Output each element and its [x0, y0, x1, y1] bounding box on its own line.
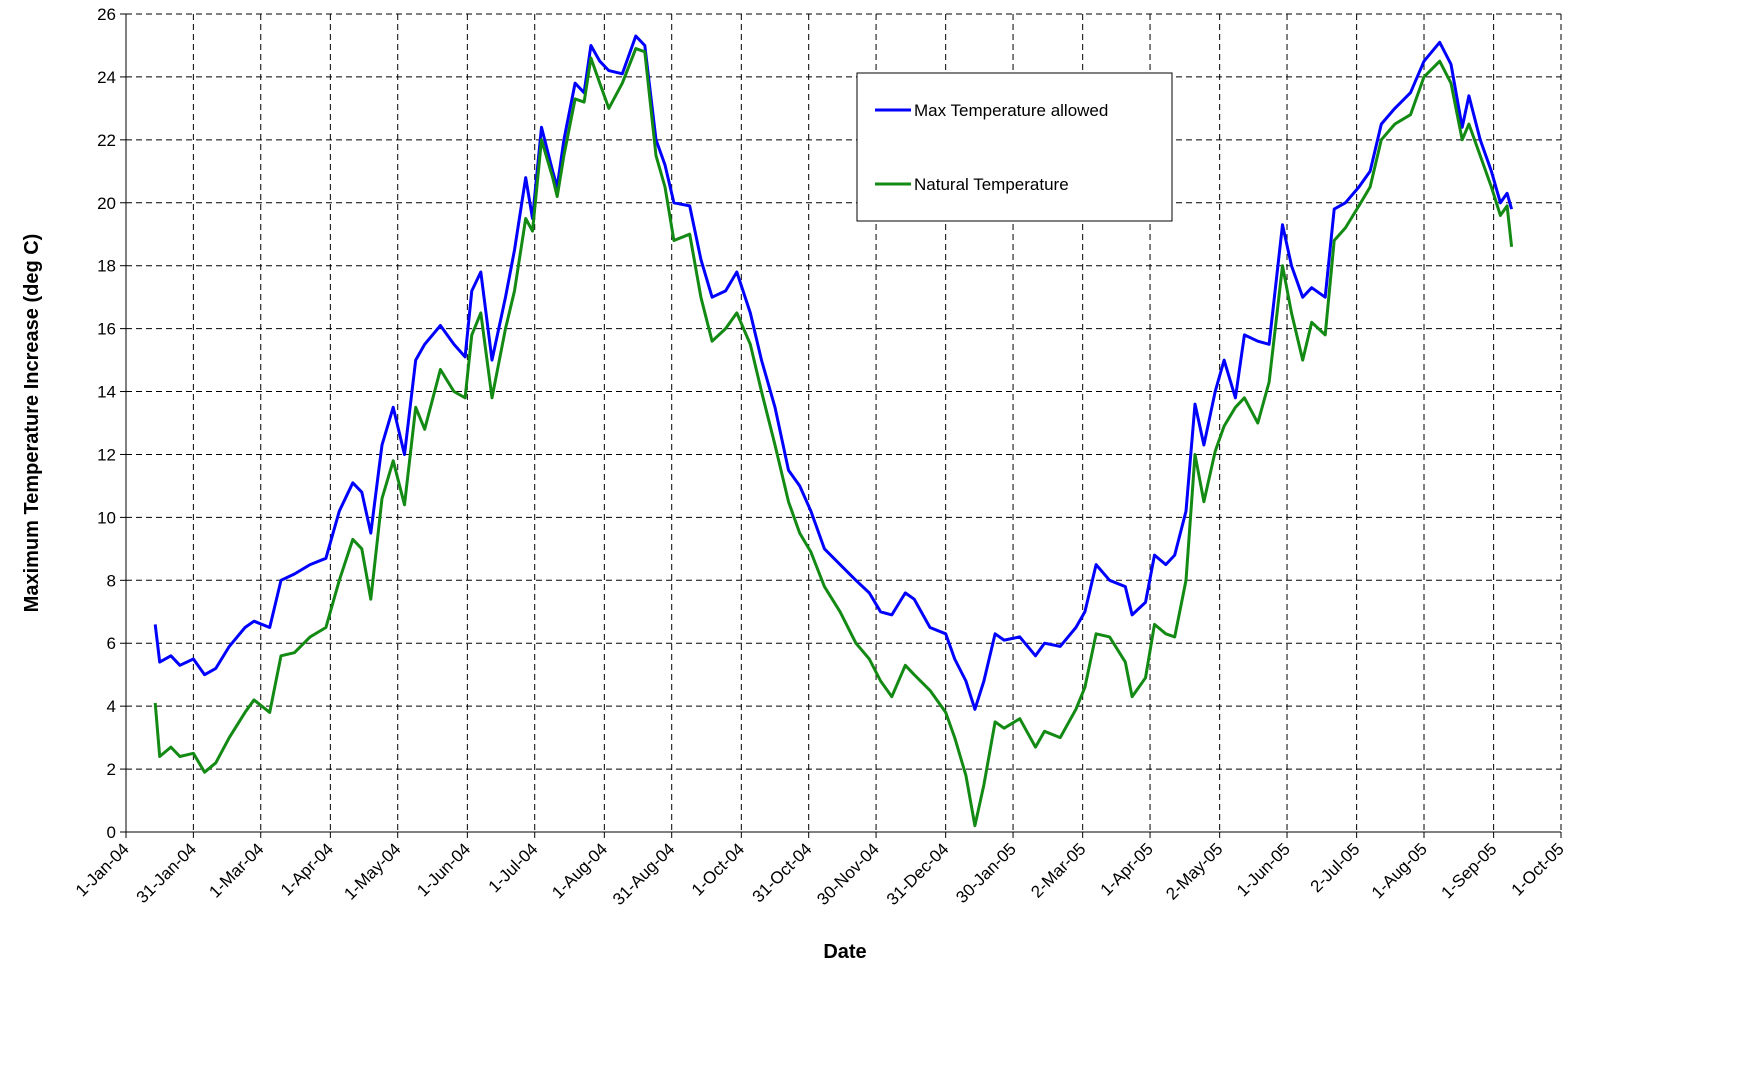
x-tick-label: 1-Oct-05 [1508, 839, 1568, 899]
x-tick-label: 1-Apr-05 [1097, 839, 1157, 899]
y-tick-label: 12 [97, 445, 116, 464]
y-tick-label: 10 [97, 508, 116, 527]
legend-label: Max Temperature allowed [914, 101, 1108, 120]
y-tick-label: 24 [97, 68, 116, 87]
x-tick-label: 30-Jan-05 [952, 839, 1020, 907]
x-tick-label: 1-Aug-04 [548, 839, 611, 902]
y-tick-label: 26 [97, 5, 116, 24]
x-tick-label: 1-Apr-04 [277, 839, 337, 899]
y-tick-label: 18 [97, 257, 116, 276]
y-tick-label: 16 [97, 320, 116, 339]
x-tick-label: 2-May-05 [1162, 839, 1226, 903]
x-tick-label: 31-Dec-04 [883, 839, 953, 909]
x-tick-label: 1-Jun-05 [1233, 839, 1294, 900]
legend-box [856, 72, 1173, 222]
y-tick-label: 0 [107, 823, 116, 842]
data-line [153, 34, 1514, 711]
x-tick-label: 1-Aug-05 [1368, 839, 1431, 902]
x-tick-label: 1-Mar-04 [205, 839, 267, 901]
y-tick-label: 4 [107, 697, 116, 716]
y-tick-label: 14 [97, 383, 116, 402]
x-tick-label: 1-Sep-05 [1438, 839, 1501, 902]
x-tick-label: 1-Oct-04 [688, 839, 748, 899]
x-tick-label: 31-Aug-04 [609, 839, 679, 909]
x-axis-label: Date [823, 941, 866, 963]
x-tick-label: 1-Jul-04 [485, 839, 542, 896]
x-tick-label: 2-Jul-05 [1307, 839, 1364, 896]
x-tick-label: 30-Nov-04 [813, 839, 883, 909]
x-tick-label: 31-Jan-04 [133, 839, 201, 907]
x-tick-label: 1-Jun-04 [413, 839, 474, 900]
legend-label: Natural Temperature [914, 175, 1069, 194]
y-tick-label: 6 [107, 634, 116, 653]
y-tick-label: 20 [97, 194, 116, 213]
y-axis-label: Maximum Temperature Increase (deg C) [21, 234, 43, 613]
y-tick-label: 8 [107, 571, 116, 590]
y-tick-label: 22 [97, 131, 116, 150]
y-tick-label: 2 [107, 760, 116, 779]
data-line [153, 47, 1514, 828]
x-tick-label: 1-Jan-04 [72, 839, 133, 900]
x-tick-label: 2-Mar-05 [1027, 839, 1089, 901]
x-tick-label: 31-Oct-04 [749, 839, 816, 906]
x-tick-label: 1-May-04 [340, 839, 404, 903]
